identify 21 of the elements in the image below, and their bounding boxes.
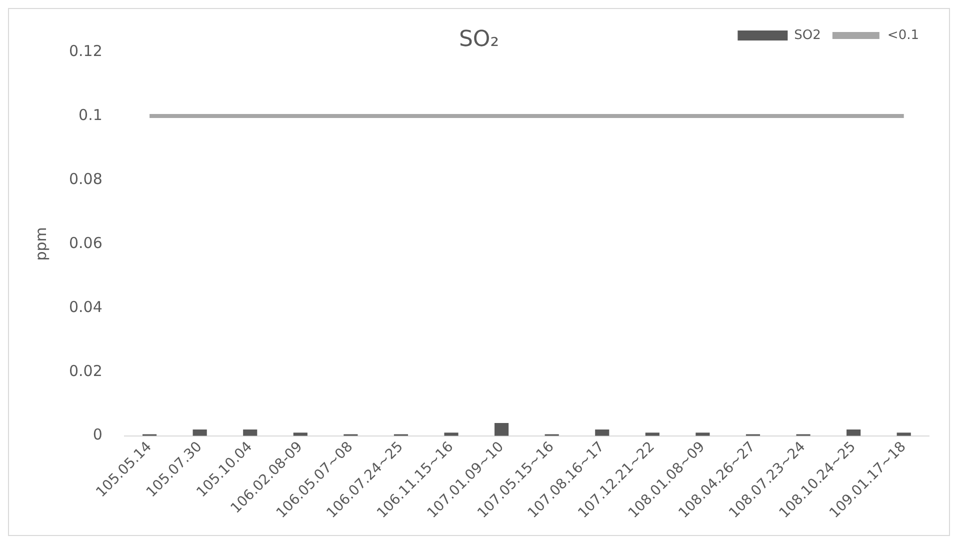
- bar: [192, 429, 207, 436]
- y-tick-label: 0.06: [68, 234, 102, 252]
- y-tick-label: 0: [92, 426, 102, 444]
- chart-title: SO₂: [458, 27, 500, 52]
- bar: [293, 432, 308, 436]
- y-tick-label: 0.08: [68, 170, 102, 188]
- bar: [243, 429, 258, 436]
- legend-label: <0.1: [887, 28, 920, 43]
- bar: [846, 429, 861, 436]
- bar: [494, 423, 509, 436]
- y-tick-label: 0.04: [68, 298, 102, 316]
- y-axis-title: ppm: [32, 227, 50, 261]
- y-tick-label: 0.12: [68, 42, 102, 60]
- bar: [896, 432, 911, 436]
- bar: [645, 432, 660, 436]
- legend-label: SO2: [794, 28, 821, 43]
- bar: [595, 429, 610, 436]
- y-tick-label: 0.02: [68, 362, 102, 380]
- bar: [444, 432, 458, 436]
- bar: [696, 432, 710, 436]
- y-tick-label: 0.1: [78, 106, 102, 124]
